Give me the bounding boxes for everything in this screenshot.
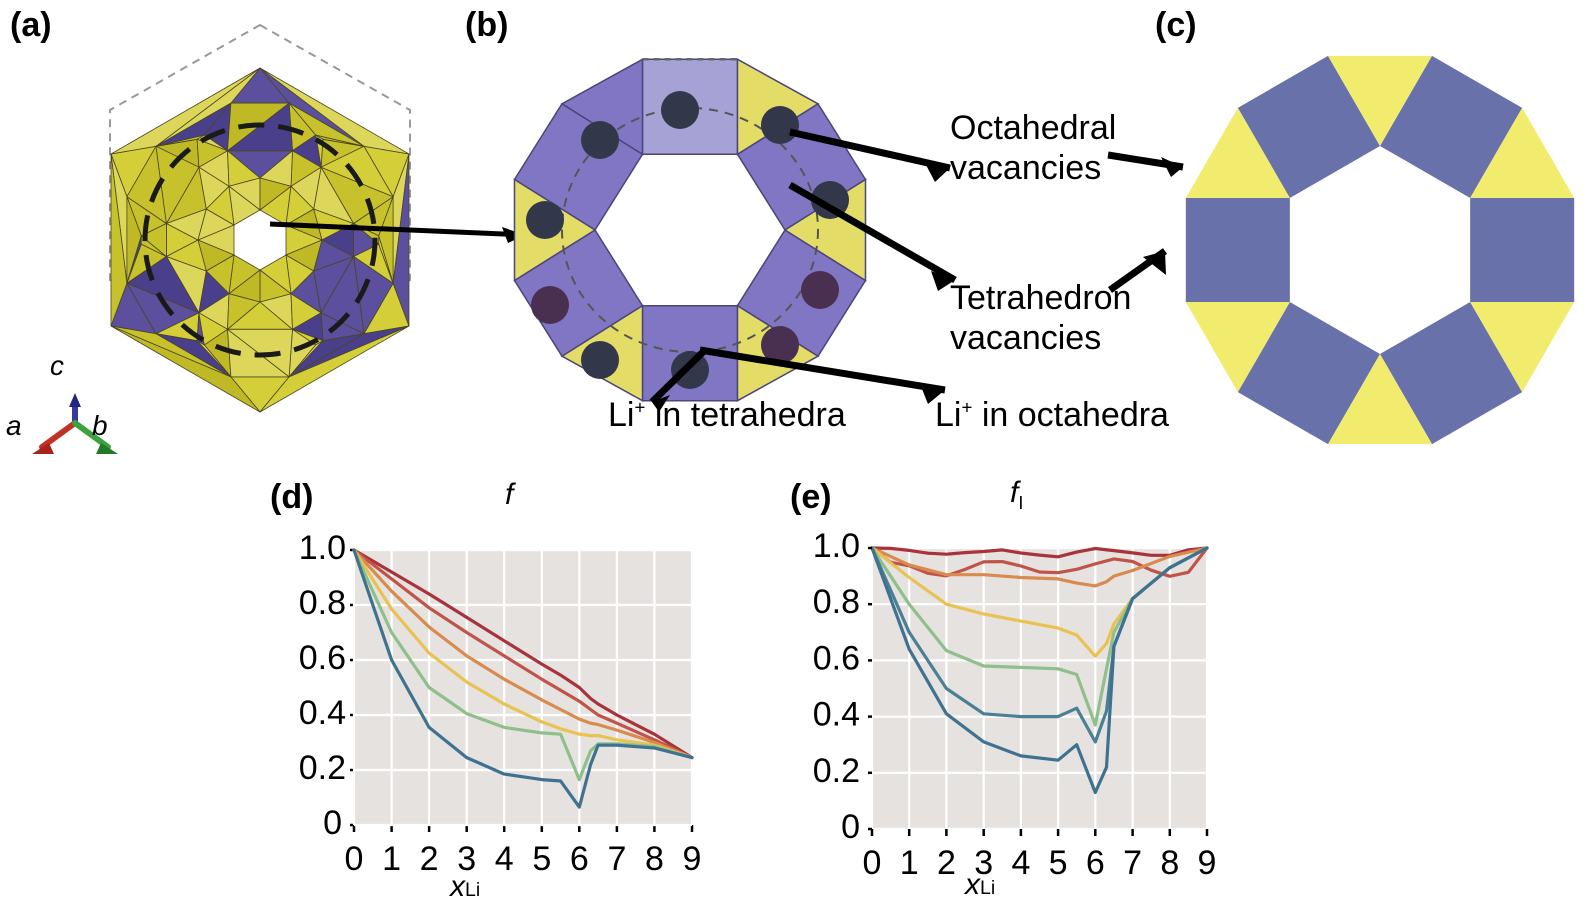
svg-text:1: 1 bbox=[382, 840, 401, 878]
svg-text:2: 2 bbox=[420, 840, 439, 878]
svg-text:1: 1 bbox=[900, 844, 919, 882]
svg-text:0.2: 0.2 bbox=[299, 749, 346, 787]
svg-text:9: 9 bbox=[1198, 844, 1217, 882]
svg-text:0: 0 bbox=[841, 808, 860, 846]
svg-text:1.0: 1.0 bbox=[299, 529, 346, 567]
svg-text:0: 0 bbox=[863, 844, 882, 882]
svg-text:7: 7 bbox=[607, 840, 626, 878]
svg-text:8: 8 bbox=[1160, 844, 1179, 882]
svg-text:4: 4 bbox=[1011, 844, 1030, 882]
svg-text:0.6: 0.6 bbox=[813, 639, 860, 677]
svg-text:4: 4 bbox=[495, 840, 514, 878]
svg-text:1.0: 1.0 bbox=[813, 527, 860, 565]
svg-text:6: 6 bbox=[1086, 844, 1105, 882]
svg-text:8: 8 bbox=[645, 840, 664, 878]
svg-text:0.6: 0.6 bbox=[299, 639, 346, 677]
svg-text:9: 9 bbox=[683, 840, 702, 878]
svg-text:2: 2 bbox=[937, 844, 956, 882]
svg-text:7: 7 bbox=[1123, 844, 1142, 882]
svg-text:0: 0 bbox=[323, 804, 342, 842]
svg-text:0: 0 bbox=[345, 840, 364, 878]
svg-text:0.4: 0.4 bbox=[299, 694, 346, 732]
svg-text:0.4: 0.4 bbox=[813, 696, 860, 734]
svg-text:6: 6 bbox=[570, 840, 589, 878]
svg-text:5: 5 bbox=[1049, 844, 1068, 882]
svg-text:0.8: 0.8 bbox=[813, 583, 860, 621]
svg-text:0.8: 0.8 bbox=[299, 584, 346, 622]
svg-text:0.2: 0.2 bbox=[813, 752, 860, 790]
svg-text:5: 5 bbox=[532, 840, 551, 878]
